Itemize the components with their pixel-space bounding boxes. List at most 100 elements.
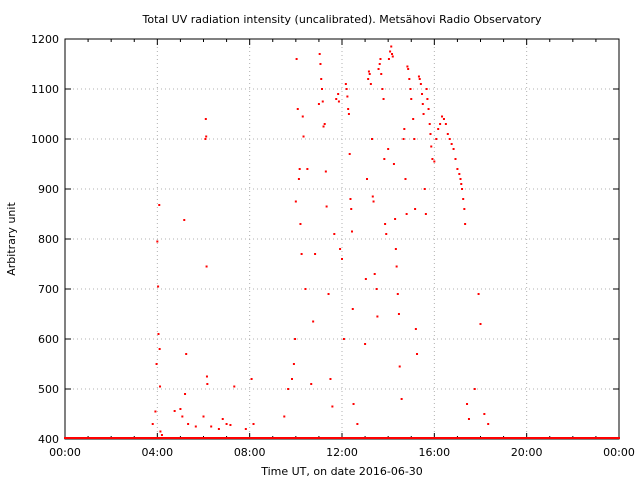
baseline-point: [582, 437, 585, 439]
baseline-point: [297, 437, 300, 439]
baseline-point: [447, 437, 450, 439]
data-point: [287, 388, 290, 390]
data-point: [394, 218, 397, 220]
baseline-point: [608, 437, 611, 439]
data-point: [464, 223, 467, 225]
baseline-point: [300, 437, 303, 439]
baseline-point: [304, 437, 307, 439]
baseline-point: [401, 437, 404, 439]
baseline-point: [211, 437, 214, 439]
baseline-point: [252, 437, 255, 439]
data-point: [389, 50, 392, 53]
data-point: [283, 415, 286, 418]
data-point: [244, 428, 247, 430]
baseline-point: [501, 437, 504, 439]
baseline-point: [508, 437, 511, 439]
baseline-point: [218, 437, 221, 439]
data-point: [327, 293, 330, 295]
baseline-point: [404, 437, 407, 439]
baseline-point: [279, 437, 282, 439]
data-point: [414, 328, 417, 330]
data-point: [392, 163, 395, 165]
baseline-point: [448, 437, 451, 439]
data-point: [154, 410, 157, 413]
data-point: [292, 363, 295, 365]
baseline-point: [467, 437, 470, 439]
baseline-point: [102, 437, 105, 439]
baseline-point: [195, 437, 198, 439]
data-point: [333, 233, 336, 235]
data-point: [477, 293, 480, 295]
baseline-point: [145, 437, 148, 439]
baseline-point: [506, 437, 509, 439]
baseline-point: [212, 437, 215, 439]
data-point: [408, 78, 411, 80]
baseline-point: [187, 437, 190, 439]
baseline-point: [486, 437, 489, 439]
data-point: [379, 58, 382, 60]
baseline-point: [269, 437, 272, 439]
baseline-point: [449, 437, 452, 439]
baseline-point: [479, 437, 482, 439]
baseline-point: [291, 437, 294, 439]
baseline-point: [232, 437, 235, 439]
baseline-point: [150, 437, 153, 439]
data-point: [459, 178, 462, 180]
data-point: [325, 205, 328, 208]
baseline-point: [272, 437, 275, 439]
baseline-point: [405, 437, 408, 439]
baseline-point: [111, 437, 114, 439]
baseline-point: [64, 437, 66, 439]
baseline-point: [77, 437, 80, 439]
data-point: [159, 385, 162, 388]
data-point: [302, 135, 305, 138]
baseline-point: [142, 437, 145, 439]
baseline-point: [457, 437, 460, 439]
data-point: [351, 230, 354, 233]
x-tick-label: 00:00: [49, 446, 81, 459]
data-point: [187, 423, 190, 425]
baseline-point: [524, 437, 527, 439]
baseline-point: [377, 437, 380, 439]
baseline-point: [334, 437, 337, 439]
baseline-point: [593, 437, 596, 439]
data-point: [347, 113, 350, 115]
baseline-point: [549, 437, 552, 439]
baseline-point: [320, 437, 323, 439]
data-point: [204, 138, 207, 140]
baseline-point: [247, 437, 250, 439]
baseline-point: [507, 437, 510, 439]
baseline-point: [456, 437, 459, 439]
baseline-point: [482, 437, 485, 439]
baseline-point: [541, 437, 544, 439]
baseline-point: [360, 437, 363, 439]
data-point: [331, 405, 334, 408]
baseline-point: [245, 437, 248, 439]
data-point: [298, 168, 301, 170]
baseline-point: [576, 437, 579, 439]
baseline-point: [292, 437, 295, 439]
baseline-point: [579, 437, 582, 439]
baseline-point: [122, 437, 125, 439]
baseline-point: [557, 437, 560, 439]
baseline-point: [302, 437, 305, 439]
data-point: [324, 170, 327, 173]
baseline-point: [124, 437, 127, 439]
data-point: [483, 413, 486, 415]
baseline-point: [275, 437, 278, 439]
baseline-point: [85, 437, 88, 439]
baseline-point: [327, 437, 330, 439]
baseline-point: [353, 437, 356, 439]
baseline-point: [473, 437, 476, 439]
baseline-point: [112, 437, 115, 439]
baseline-point: [491, 437, 494, 439]
data-points: [151, 45, 490, 436]
baseline-point: [519, 437, 522, 439]
data-point: [378, 63, 381, 65]
baseline-point: [229, 437, 232, 439]
baseline-point: [373, 437, 376, 439]
baseline-point: [518, 437, 521, 439]
baseline-point: [439, 437, 442, 439]
baseline-point: [484, 437, 487, 439]
data-point: [419, 83, 422, 85]
